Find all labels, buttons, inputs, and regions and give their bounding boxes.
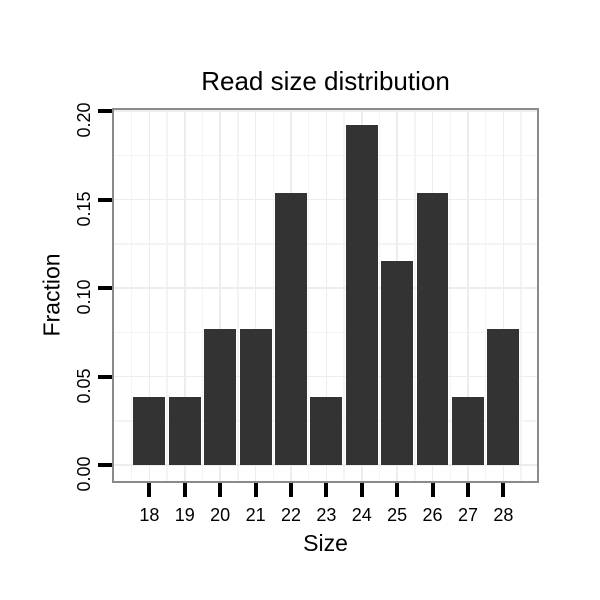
- x-axis-title: Size: [303, 530, 348, 556]
- y-axis-title: Fraction: [38, 253, 65, 337]
- chart-title: Read size distribution: [201, 66, 450, 96]
- x-tick: [324, 483, 329, 497]
- x-minor-gridline: [201, 110, 204, 481]
- x-major-gridline: [254, 110, 257, 481]
- x-tick-label: 21: [245, 505, 266, 525]
- y-tick: [98, 463, 112, 468]
- x-tick-label: 28: [493, 505, 514, 525]
- bar: [133, 396, 166, 466]
- x-minor-gridline: [484, 110, 487, 481]
- x-tick: [430, 483, 435, 497]
- x-tick: [465, 483, 470, 497]
- x-tick-label: 24: [351, 505, 372, 525]
- y-major-gridline: [114, 110, 537, 112]
- x-minor-gridline: [414, 110, 416, 481]
- x-tick: [218, 483, 223, 497]
- bar: [381, 260, 414, 466]
- bar: [239, 328, 272, 466]
- y-minor-gridline: [114, 243, 537, 245]
- bar: [310, 396, 343, 466]
- x-minor-gridline: [166, 110, 168, 481]
- x-tick: [359, 483, 364, 497]
- x-major-gridline: [502, 110, 505, 481]
- y-tick-label: 0.10: [74, 279, 94, 315]
- bar: [345, 124, 378, 466]
- x-tick-label: 22: [280, 505, 301, 525]
- x-minor-gridline: [237, 110, 239, 481]
- x-tick-label: 20: [210, 505, 231, 525]
- x-minor-gridline: [272, 110, 275, 481]
- x-tick: [182, 483, 187, 497]
- y-tick-label: 0.05: [74, 368, 94, 404]
- x-tick-label: 27: [457, 505, 478, 525]
- x-tick-label: 25: [387, 505, 408, 525]
- x-tick-label: 26: [422, 505, 443, 525]
- bar: [275, 192, 307, 466]
- x-tick: [288, 483, 293, 497]
- y-major-gridline: [114, 287, 537, 289]
- y-tick: [98, 286, 112, 291]
- x-major-gridline: [148, 110, 151, 481]
- x-tick-label: 23: [316, 505, 337, 525]
- x-major-gridline: [219, 110, 221, 481]
- y-minor-gridline: [114, 154, 537, 157]
- x-major-gridline: [467, 110, 469, 481]
- x-tick: [147, 483, 152, 497]
- x-tick-label: 19: [174, 505, 195, 525]
- x-minor-gridline: [130, 110, 133, 481]
- bar: [452, 396, 484, 466]
- x-minor-gridline: [307, 110, 310, 481]
- y-major-gridline: [114, 375, 537, 378]
- y-minor-gridline: [114, 331, 537, 334]
- bar: [204, 328, 237, 466]
- x-tick: [253, 483, 258, 497]
- y-tick: [98, 109, 112, 114]
- bar: [416, 192, 449, 466]
- y-tick: [98, 197, 112, 202]
- x-minor-gridline: [520, 110, 522, 481]
- x-tick: [501, 483, 506, 497]
- bar: [168, 396, 201, 466]
- x-tick: [395, 483, 400, 497]
- y-tick-label: 0.00: [74, 456, 94, 492]
- x-minor-gridline: [449, 110, 452, 481]
- y-tick: [98, 374, 112, 379]
- x-major-gridline: [184, 110, 186, 481]
- y-major-gridline: [114, 198, 537, 201]
- y-tick-label: 0.15: [74, 191, 94, 227]
- y-major-gridline: [114, 464, 537, 466]
- bar: [487, 328, 520, 466]
- plot-panel: [112, 108, 539, 483]
- x-minor-gridline: [343, 110, 345, 481]
- x-tick-label: 18: [139, 505, 160, 525]
- y-tick-label: 0.20: [74, 102, 94, 138]
- x-major-gridline: [325, 110, 328, 481]
- x-minor-gridline: [378, 110, 381, 481]
